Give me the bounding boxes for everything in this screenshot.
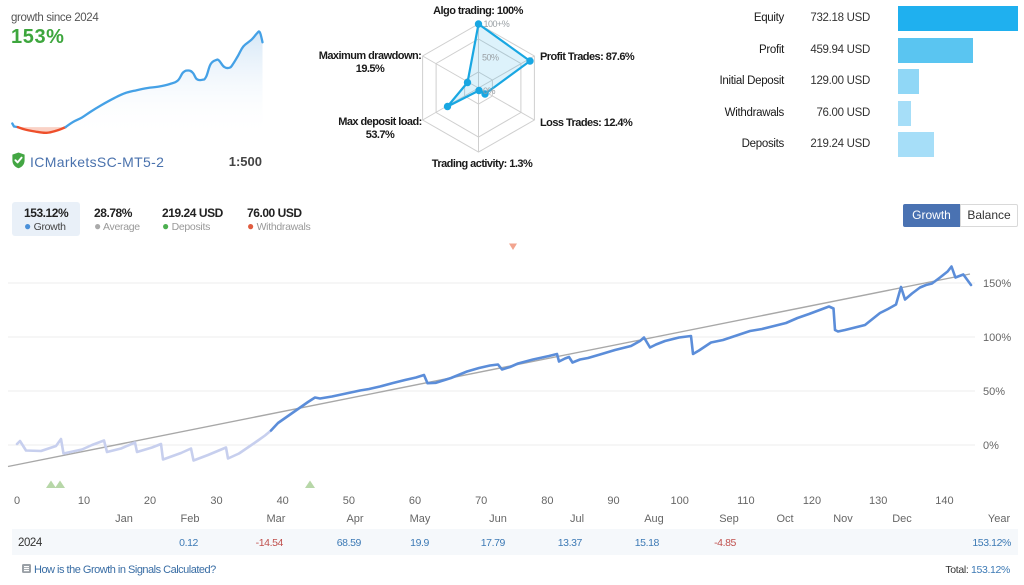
svg-text:May: May	[410, 513, 431, 525]
svg-text:40: 40	[277, 495, 289, 507]
svg-text:110: 110	[737, 495, 755, 507]
svg-text:Jul: Jul	[570, 513, 584, 525]
svg-text:140: 140	[935, 495, 953, 507]
svg-text:0: 0	[14, 495, 20, 507]
svg-text:0%: 0%	[483, 86, 496, 96]
svg-text:Jun: Jun	[489, 513, 507, 525]
svg-text:0%: 0%	[983, 440, 999, 452]
svg-text:80: 80	[541, 495, 553, 507]
svg-text:Year: Year	[988, 513, 1011, 525]
svg-text:50%: 50%	[983, 386, 1005, 398]
svg-text:130: 130	[869, 495, 887, 507]
svg-text:Sep: Sep	[719, 513, 739, 525]
svg-text:Aug: Aug	[644, 513, 664, 525]
svg-text:100: 100	[671, 495, 689, 507]
svg-text:50: 50	[343, 495, 355, 507]
svg-text:20: 20	[144, 495, 156, 507]
svg-text:100+%: 100+%	[484, 19, 510, 29]
svg-text:Nov: Nov	[833, 513, 853, 525]
svg-text:70: 70	[475, 495, 487, 507]
svg-text:120: 120	[803, 495, 821, 507]
svg-text:60: 60	[409, 495, 421, 507]
svg-text:Apr: Apr	[346, 513, 363, 525]
svg-text:Dec: Dec	[892, 513, 912, 525]
svg-text:Feb: Feb	[181, 513, 200, 525]
svg-text:100%: 100%	[983, 332, 1011, 344]
svg-text:Mar: Mar	[267, 513, 286, 525]
svg-text:30: 30	[210, 495, 222, 507]
svg-text:50%: 50%	[482, 53, 499, 63]
svg-text:Oct: Oct	[776, 513, 793, 525]
svg-text:Jan: Jan	[115, 513, 133, 525]
svg-text:150%: 150%	[983, 278, 1011, 290]
svg-text:10: 10	[78, 495, 90, 507]
svg-text:90: 90	[607, 495, 619, 507]
